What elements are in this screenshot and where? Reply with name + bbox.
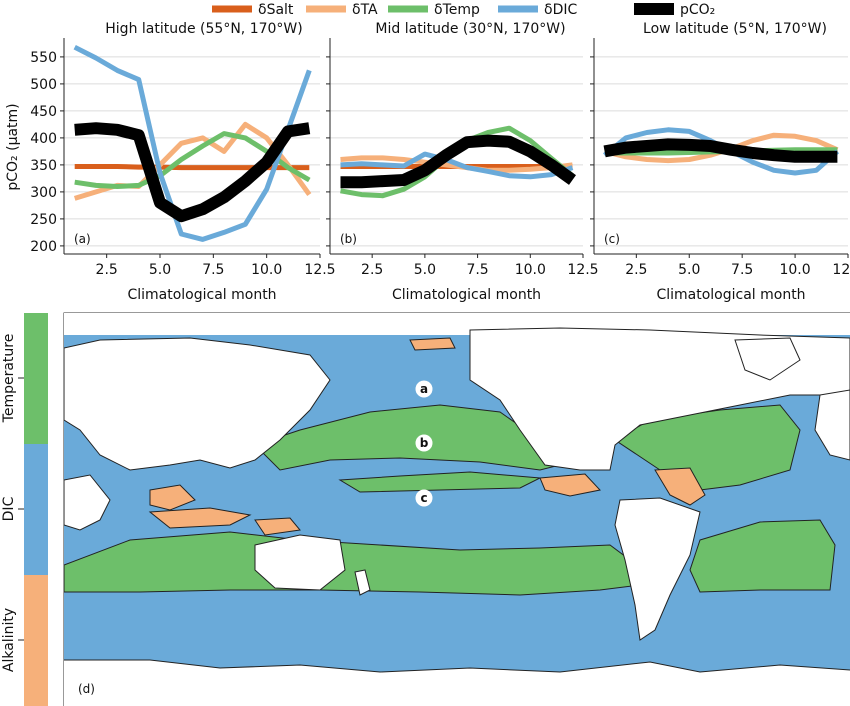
panel-a-ytick-label-550: 550	[30, 50, 57, 66]
map-land-africa	[64, 474, 111, 531]
panel-a-ytick-label-300: 300	[30, 185, 57, 201]
map-region-alkalinity-caribbean	[539, 473, 601, 497]
panel-a-ytick-label-250: 250	[30, 212, 57, 228]
panel-b-series-1	[340, 155, 573, 173]
panel-c-xtick-label-3: 10.0	[779, 262, 810, 278]
map-region-alkalinity-arafura	[254, 517, 301, 536]
panel-label-d: (d)	[78, 682, 95, 696]
map-region-alkalinity-gulf	[654, 467, 706, 506]
panel-a-ytick-label-450: 450	[30, 104, 57, 120]
map-marker-b: b	[415, 434, 433, 452]
panel-c-series-4	[603, 138, 838, 163]
legend-item-ta: δTA	[306, 2, 378, 18]
map-marker-c: c	[415, 489, 433, 507]
y-axis-label: pCO₂ (µatm)	[5, 103, 21, 190]
map-marker-a: a	[415, 380, 433, 398]
map-marker-b-circle	[415, 434, 433, 452]
panel-a-series-3	[73, 44, 312, 242]
panel-a-ytick-label-400: 400	[30, 131, 57, 147]
colorbar-label-alkalinity: Alkalinity	[1, 608, 17, 672]
map-region-alkalinity-arctic-east	[409, 337, 456, 351]
map-land-new-zealand	[354, 569, 371, 596]
panel-a-ytick-label-350: 350	[30, 158, 57, 174]
map-region-temperature-south-atlantic	[689, 519, 836, 593]
panel-a-ytick-label-500: 500	[30, 77, 57, 93]
map-land-greenland	[734, 337, 801, 381]
map-land-europe	[814, 389, 850, 461]
map-marker-a-label: a	[420, 382, 428, 396]
map-marker-c-circle	[415, 489, 433, 507]
map-land-asia	[64, 337, 331, 471]
legend-label-dic: δDIC	[544, 2, 577, 18]
panel-c-xtick-label-2: 7.5	[731, 262, 753, 278]
colorbar-label-dic: DIC	[1, 496, 17, 521]
map-no-data-north	[64, 313, 850, 335]
panel-c-xtick-label-4: 12.5	[832, 262, 850, 278]
panel-b-xlabel: Climatological month	[392, 287, 541, 303]
panel-b-xtick-label-2: 7.5	[466, 262, 488, 278]
colorbar-label-temperature: Temperature	[1, 334, 17, 424]
colorbar-segment-dic	[24, 444, 48, 575]
panel-b: 2.5 5.0 7.5 10.0 12.5 Mid latitude (30°N, 170…	[326, 21, 599, 303]
map-marker-b-label: b	[420, 436, 429, 450]
legend-item-temp: δTemp	[388, 2, 480, 18]
map-marker-a-circle	[415, 380, 433, 398]
ocean-regime-map	[64, 313, 850, 706]
panel-a-xtick-label-0: 2.5	[96, 262, 118, 278]
panel-a-ytick-label-200: 200	[30, 239, 57, 255]
map-panel: a b c (d)	[63, 312, 850, 706]
legend-item-pco2: pCO₂	[634, 2, 715, 18]
panel-b-xtick-label-1: 5.0	[414, 262, 436, 278]
panel-a-xtick-label-3: 10.0	[251, 262, 282, 278]
line-panels: 200 250 300 350 400 450 500 550 2.5 5.0 7.5 10.0 12.…	[30, 21, 850, 303]
panel-c-xlabel: Climatological month	[656, 287, 805, 303]
panel-b-xtick-label-3: 10.0	[515, 262, 546, 278]
panel-a-xtick-label-1: 5.0	[149, 262, 171, 278]
legend-label-ta: δTA	[352, 2, 378, 18]
legend-label-temp: δTemp	[434, 2, 480, 18]
panel-a-label: (a)	[74, 232, 91, 246]
panel-b-title: Mid latitude (30°N, 170°W)	[375, 21, 565, 37]
map-land-antarctica-coast	[64, 659, 850, 673]
map-land-australia	[254, 534, 346, 591]
map-region-alkalinity-indian	[149, 484, 196, 511]
map-land-south-america	[614, 497, 701, 641]
panel-b-series-4	[340, 134, 576, 189]
map-no-data-south	[64, 660, 850, 706]
colorbar: Temperature DIC Alkalinity	[1, 313, 48, 706]
panel-a-xtick-label-2: 7.5	[202, 262, 224, 278]
map-region-temperature-equatorial-band	[338, 471, 542, 493]
legend-item-salt: δSalt	[212, 2, 294, 18]
legend-item-dic: δDIC	[498, 2, 577, 18]
colorbar-segment-alkalinity	[24, 575, 48, 706]
panel-a: 200 250 300 350 400 450 500 550 2.5 5.0 7.5 10.0 12.…	[30, 21, 335, 303]
map-region-alkalinity-indonesia	[148, 507, 252, 529]
legend: δSalt δTA δTemp δDIC pCO₂	[212, 2, 715, 18]
panel-a-xtick-label-4: 12.5	[304, 262, 335, 278]
colorbar-segment-temperature	[24, 313, 48, 444]
panel-a-series-0	[74, 164, 310, 171]
panel-a-xlabel: Climatological month	[127, 287, 276, 303]
panel-c-xtick-label-0: 2.5	[625, 262, 647, 278]
panel-a-title: High latitude (55°N, 170°W)	[105, 21, 302, 37]
panel-b-xtick-label-4: 12.5	[567, 262, 598, 278]
map-marker-c-label: c	[420, 491, 427, 505]
panel-a-series-4	[74, 122, 311, 223]
panel-b-label: (b)	[340, 232, 357, 246]
legend-label-salt: δSalt	[258, 2, 294, 18]
panel-c-xtick-label-1: 5.0	[678, 262, 700, 278]
panel-b-series-3	[340, 151, 574, 180]
panel-c: 2.5 5.0 7.5 10.0 12.5 Low latitude (5°N, 170°…	[590, 21, 850, 303]
panel-c-label: (c)	[604, 232, 620, 246]
legend-label-pco2: pCO₂	[680, 2, 715, 18]
panel-c-title: Low latitude (5°N, 170°W)	[643, 21, 827, 37]
panel-b-xtick-label-0: 2.5	[361, 262, 383, 278]
